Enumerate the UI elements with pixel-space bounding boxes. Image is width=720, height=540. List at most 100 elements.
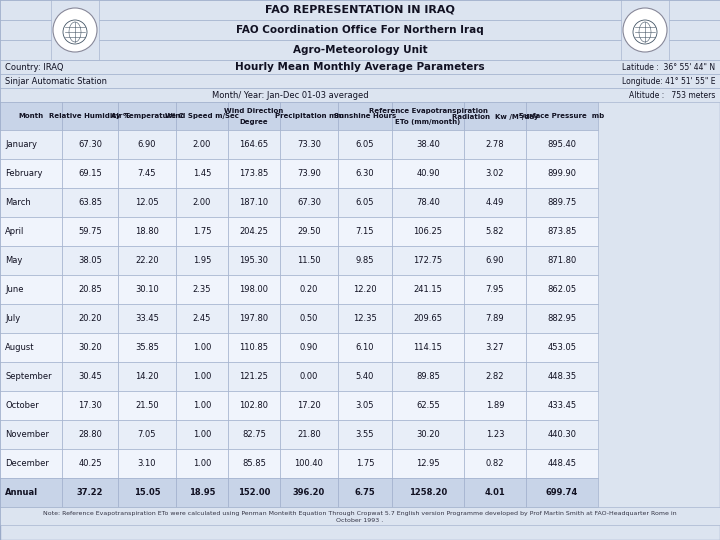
Text: 0.00: 0.00 xyxy=(300,372,318,381)
Text: 17.30: 17.30 xyxy=(78,401,102,410)
Bar xyxy=(62,304,118,333)
Text: 5.82: 5.82 xyxy=(486,227,504,236)
Text: 12.05: 12.05 xyxy=(135,198,159,207)
Text: October 1993 .: October 1993 . xyxy=(336,517,384,523)
Text: 152.00: 152.00 xyxy=(238,488,270,497)
Text: 3.55: 3.55 xyxy=(356,430,374,439)
Bar xyxy=(280,275,338,304)
Text: 12.20: 12.20 xyxy=(354,285,377,294)
Text: December: December xyxy=(5,459,49,468)
Text: 1.00: 1.00 xyxy=(193,401,211,410)
Text: 102.80: 102.80 xyxy=(240,401,269,410)
Bar xyxy=(228,449,280,478)
Bar xyxy=(464,449,526,478)
Bar xyxy=(0,507,720,525)
Bar xyxy=(464,420,526,449)
Text: 3.27: 3.27 xyxy=(486,343,504,352)
Bar xyxy=(526,246,598,275)
Bar xyxy=(0,88,720,102)
Text: 0.90: 0.90 xyxy=(300,343,318,352)
Bar xyxy=(176,275,228,304)
Bar xyxy=(118,102,176,130)
Bar xyxy=(621,0,669,60)
Bar xyxy=(62,102,118,130)
Text: 69.15: 69.15 xyxy=(78,169,102,178)
Bar xyxy=(176,217,228,246)
Bar xyxy=(0,362,62,391)
Text: 172.75: 172.75 xyxy=(413,256,443,265)
Text: 12.35: 12.35 xyxy=(353,314,377,323)
Bar xyxy=(0,102,62,130)
Text: 1.75: 1.75 xyxy=(356,459,374,468)
Bar xyxy=(526,102,598,130)
Bar xyxy=(228,391,280,420)
Text: 82.75: 82.75 xyxy=(242,430,266,439)
Bar xyxy=(0,246,62,275)
Text: 22.20: 22.20 xyxy=(135,256,159,265)
Text: 209.65: 209.65 xyxy=(413,314,443,323)
Bar xyxy=(118,246,176,275)
Bar xyxy=(280,304,338,333)
Text: 440.30: 440.30 xyxy=(547,430,577,439)
Bar xyxy=(228,304,280,333)
Bar xyxy=(0,391,62,420)
Text: 14.20: 14.20 xyxy=(135,372,159,381)
Text: 3.02: 3.02 xyxy=(486,169,504,178)
Text: Hourly Mean Monthly Average Parameters: Hourly Mean Monthly Average Parameters xyxy=(235,62,485,72)
Bar xyxy=(280,391,338,420)
Bar xyxy=(228,217,280,246)
Circle shape xyxy=(623,8,667,52)
Text: Sinjar Automatic Station: Sinjar Automatic Station xyxy=(5,77,107,85)
Text: Wind Direction: Wind Direction xyxy=(225,108,284,114)
Text: 6.05: 6.05 xyxy=(356,198,374,207)
Bar xyxy=(176,188,228,217)
Text: 7.45: 7.45 xyxy=(138,169,156,178)
Text: 73.90: 73.90 xyxy=(297,169,321,178)
Text: 33.45: 33.45 xyxy=(135,314,159,323)
Text: June: June xyxy=(5,285,24,294)
Text: 198.00: 198.00 xyxy=(240,285,269,294)
Bar xyxy=(338,304,392,333)
Bar xyxy=(464,362,526,391)
Bar xyxy=(176,159,228,188)
Bar xyxy=(526,217,598,246)
Text: 2.82: 2.82 xyxy=(486,372,504,381)
Text: 6.75: 6.75 xyxy=(355,488,375,497)
Text: November: November xyxy=(5,430,49,439)
Text: September: September xyxy=(5,372,52,381)
Text: 59.75: 59.75 xyxy=(78,227,102,236)
Bar xyxy=(176,391,228,420)
Bar xyxy=(338,391,392,420)
Text: Note: Reference Evapotranspiration ETo were calculated using Penman Monteith Equ: Note: Reference Evapotranspiration ETo w… xyxy=(43,510,677,516)
Text: Altitude :   753 meters: Altitude : 753 meters xyxy=(629,91,715,99)
Text: 21.80: 21.80 xyxy=(297,430,321,439)
Text: 889.75: 889.75 xyxy=(547,198,577,207)
Text: 40.25: 40.25 xyxy=(78,459,102,468)
Bar xyxy=(464,246,526,275)
Text: 195.30: 195.30 xyxy=(240,256,269,265)
Text: July: July xyxy=(5,314,20,323)
Bar xyxy=(280,217,338,246)
Bar xyxy=(526,391,598,420)
Text: Agro-Meteorology Unit: Agro-Meteorology Unit xyxy=(293,45,427,55)
Bar xyxy=(464,275,526,304)
Bar xyxy=(0,217,62,246)
Bar xyxy=(392,449,464,478)
Text: |: | xyxy=(657,26,660,33)
Bar xyxy=(62,217,118,246)
Text: 6.90: 6.90 xyxy=(138,140,156,149)
Text: 2.45: 2.45 xyxy=(193,314,211,323)
Text: 106.25: 106.25 xyxy=(413,227,443,236)
Bar xyxy=(62,275,118,304)
Text: March: March xyxy=(5,198,31,207)
Bar xyxy=(62,130,118,159)
Text: 1.00: 1.00 xyxy=(193,343,211,352)
Text: Month/ Year: Jan-Dec 01-03 averaged: Month/ Year: Jan-Dec 01-03 averaged xyxy=(212,91,369,99)
Text: Longitude: 41° 51' 55" E: Longitude: 41° 51' 55" E xyxy=(621,77,715,85)
Text: 241.15: 241.15 xyxy=(413,285,442,294)
Text: 1.23: 1.23 xyxy=(486,430,504,439)
Bar xyxy=(51,0,99,60)
Text: Air Temperature C: Air Temperature C xyxy=(111,113,184,119)
Bar xyxy=(176,420,228,449)
Bar xyxy=(392,304,464,333)
